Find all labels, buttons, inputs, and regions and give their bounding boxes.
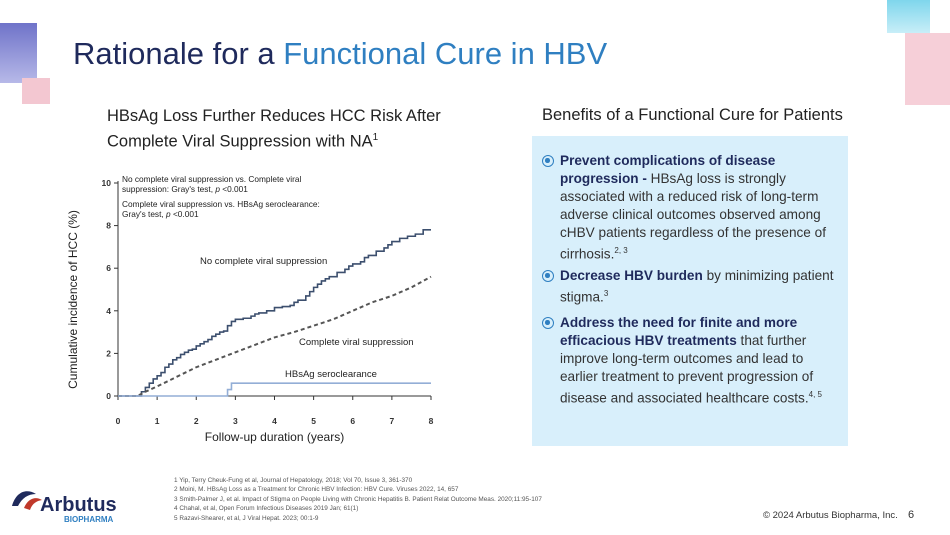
y-tick-label: 4	[106, 306, 111, 316]
decor-square-left-blue	[0, 23, 37, 83]
hcc-incidence-chart: 0 2 4 6 8 10 0 1 2 3 4 5 6 7 8 Follow-up duration (year…	[66, 174, 434, 444]
series-line-2	[118, 275, 432, 397]
y-tick-label: 10	[102, 178, 112, 188]
y-tick-label: 2	[106, 348, 111, 358]
reference-line: 1 Yip, Terry Cheuk-Fung et al, Journal o…	[174, 477, 413, 484]
decor-square-left-pink	[22, 78, 50, 104]
series-line-1	[118, 229, 431, 397]
chart-heading: HBsAg Loss Further Reduces HCC Risk Afte…	[107, 107, 441, 151]
benefit-item-burden: Decrease HBV burden by minimizing patien…	[560, 268, 834, 305]
y-tick-label: 6	[106, 263, 111, 273]
logo-wordmark: Arbutus	[40, 494, 117, 516]
stats-annotation-1: No complete viral suppression vs. Comple…	[122, 174, 302, 194]
x-tick-label: 3	[233, 416, 238, 426]
x-tick-label: 7	[390, 416, 395, 426]
stats-annotations: No complete viral suppression vs. Comple…	[122, 174, 320, 219]
stats-annotation-2: Complete viral suppression vs. HBsAg ser…	[122, 199, 320, 219]
x-tick-label: 2	[194, 416, 199, 426]
series-label-3: HBsAg seroclearance	[285, 369, 377, 380]
references: 1 Yip, Terry Cheuk-Fung et al, Journal o…	[174, 476, 542, 523]
bullet-icon	[542, 270, 554, 282]
decor-square-right-blue	[887, 0, 930, 33]
arbutus-logo: Arbutus BIOPHARMA	[12, 491, 117, 524]
y-tick-label: 8	[106, 221, 111, 231]
series-label-1: No complete viral suppression	[200, 256, 327, 267]
x-tick-label: 4	[272, 416, 277, 426]
reference-line: 3 Smith-Palmer J, et al. Impact of Stigm…	[174, 495, 542, 503]
chart-axes: 0 2 4 6 8 10 0 1 2 3 4 5 6 7 8 Follow-up duration (year…	[66, 178, 434, 444]
bullet-icon	[542, 155, 554, 167]
bullet-icon	[542, 317, 554, 329]
benefit-item-complications: Prevent complications of disease progres…	[560, 153, 826, 262]
x-tick-label: 8	[429, 416, 434, 426]
x-tick-label: 1	[155, 416, 160, 426]
reference-line: 5 Razavi-Shearer, et al, J Viral Hepat. …	[174, 514, 319, 522]
chart-series	[118, 229, 432, 397]
reference-line: 2 Moini, M. HBsAg Loss as a Treatment fo…	[174, 486, 459, 494]
arbutus-leaf-icon	[12, 491, 42, 510]
x-tick-label: 6	[350, 416, 355, 426]
decor-square-right-pink	[905, 33, 950, 105]
y-tick-label: 0	[106, 391, 111, 401]
x-tick-label: 5	[311, 416, 316, 426]
x-axis-title: Follow-up duration (years)	[205, 430, 344, 444]
series-labels: No complete viral suppression Complete vi…	[200, 256, 414, 380]
benefit-item-finite-treatment: Address the need for finite and more eff…	[560, 315, 822, 406]
logo-subtext: BIOPHARMA	[64, 515, 114, 524]
y-axis-title: Cumulative incidence of HCC (%)	[66, 210, 80, 389]
series-label-2: Complete viral suppression	[299, 337, 414, 348]
benefits-panel: Prevent complications of disease progres…	[532, 136, 848, 446]
page-title: Rationale for a Functional Cure in HBV	[73, 36, 608, 71]
panel-heading: Benefits of a Functional Cure for Patien…	[542, 106, 843, 124]
x-tick-label: 0	[116, 416, 121, 426]
series-line-3	[118, 382, 431, 397]
reference-line: 4 Chahal, et al, Open Forum Infectious D…	[174, 505, 359, 513]
copyright: © 2024 Arbutus Biopharma, Inc.	[763, 510, 898, 521]
page-number: 6	[908, 509, 915, 521]
